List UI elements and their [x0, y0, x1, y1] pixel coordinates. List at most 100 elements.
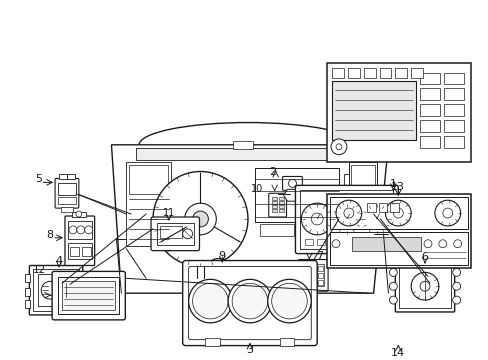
- Bar: [81, 274, 86, 282]
- Text: 5: 5: [35, 175, 41, 184]
- Bar: [410, 68, 422, 77]
- Bar: [443, 73, 463, 85]
- Bar: [366, 203, 375, 212]
- Circle shape: [388, 296, 397, 304]
- Bar: [352, 239, 360, 245]
- Bar: [443, 104, 463, 116]
- Circle shape: [360, 203, 391, 235]
- Circle shape: [153, 171, 247, 266]
- Bar: [419, 89, 439, 100]
- Text: 8: 8: [46, 230, 54, 240]
- FancyBboxPatch shape: [151, 217, 199, 251]
- Bar: [350, 217, 374, 229]
- Bar: [278, 205, 283, 208]
- Circle shape: [267, 279, 311, 323]
- Bar: [278, 197, 283, 200]
- Bar: [129, 165, 167, 194]
- Bar: [68, 243, 91, 258]
- Text: 13: 13: [390, 182, 405, 192]
- Bar: [126, 162, 170, 246]
- Bar: [326, 194, 469, 269]
- Bar: [160, 226, 182, 238]
- Bar: [376, 239, 384, 245]
- Circle shape: [452, 269, 460, 276]
- Text: 10: 10: [250, 184, 263, 194]
- Bar: [378, 203, 386, 212]
- Circle shape: [228, 279, 271, 323]
- Bar: [61, 207, 73, 212]
- Bar: [136, 148, 361, 159]
- Bar: [271, 201, 276, 204]
- FancyBboxPatch shape: [295, 185, 398, 253]
- Bar: [68, 221, 91, 239]
- Bar: [350, 194, 374, 212]
- Text: 3: 3: [246, 345, 253, 355]
- Bar: [419, 120, 439, 132]
- Circle shape: [184, 203, 216, 235]
- Bar: [443, 120, 463, 132]
- Text: 11: 11: [163, 208, 175, 218]
- Bar: [271, 205, 276, 208]
- Bar: [230, 267, 235, 273]
- Circle shape: [216, 269, 220, 273]
- Bar: [343, 175, 371, 204]
- Bar: [301, 262, 315, 288]
- Circle shape: [340, 213, 352, 225]
- Circle shape: [76, 211, 81, 217]
- Circle shape: [330, 139, 346, 155]
- Bar: [329, 197, 467, 229]
- Circle shape: [343, 208, 353, 218]
- Bar: [25, 288, 30, 296]
- Circle shape: [370, 213, 382, 225]
- Bar: [300, 190, 392, 249]
- FancyBboxPatch shape: [183, 261, 317, 346]
- FancyBboxPatch shape: [282, 176, 302, 190]
- Bar: [443, 89, 463, 100]
- Circle shape: [423, 240, 431, 248]
- FancyBboxPatch shape: [65, 216, 95, 265]
- Bar: [271, 209, 276, 212]
- Bar: [317, 265, 324, 286]
- Circle shape: [392, 208, 403, 218]
- Bar: [318, 273, 323, 278]
- Bar: [419, 73, 439, 85]
- FancyBboxPatch shape: [29, 265, 82, 315]
- Bar: [81, 300, 86, 308]
- Circle shape: [192, 283, 228, 319]
- Circle shape: [335, 144, 341, 150]
- Circle shape: [301, 203, 332, 235]
- Circle shape: [69, 226, 77, 234]
- Bar: [443, 136, 463, 148]
- Text: 1: 1: [389, 179, 396, 189]
- Bar: [254, 167, 338, 222]
- Bar: [389, 203, 399, 212]
- Bar: [233, 141, 252, 149]
- Circle shape: [84, 226, 93, 234]
- Bar: [350, 165, 374, 189]
- Bar: [387, 239, 395, 245]
- Bar: [157, 223, 193, 245]
- Bar: [351, 237, 420, 251]
- Circle shape: [211, 264, 225, 277]
- Bar: [318, 266, 323, 271]
- Polygon shape: [111, 145, 387, 293]
- Circle shape: [442, 208, 452, 218]
- Circle shape: [188, 279, 232, 323]
- Bar: [331, 68, 343, 77]
- Bar: [363, 68, 375, 77]
- Bar: [304, 224, 333, 236]
- Bar: [205, 338, 220, 346]
- Bar: [33, 269, 79, 311]
- Bar: [331, 81, 415, 140]
- Bar: [58, 197, 76, 204]
- Bar: [278, 201, 283, 204]
- Text: 9: 9: [218, 251, 225, 261]
- Circle shape: [438, 240, 446, 248]
- Text: 14: 14: [390, 347, 405, 357]
- Circle shape: [388, 282, 397, 290]
- Bar: [278, 209, 283, 212]
- Text: 4: 4: [55, 256, 62, 266]
- Circle shape: [452, 296, 460, 304]
- Circle shape: [192, 211, 208, 227]
- Bar: [72, 212, 85, 217]
